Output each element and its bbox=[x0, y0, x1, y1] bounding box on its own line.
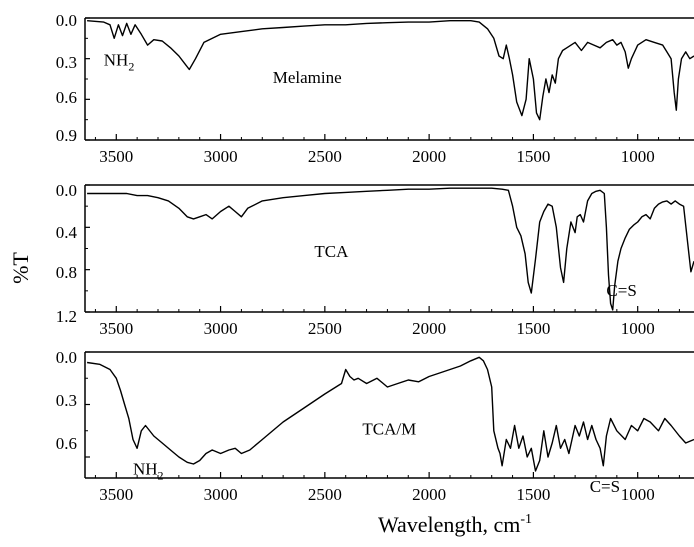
x-tick-label: 1000 bbox=[621, 485, 655, 504]
y-tick-label: 0.0 bbox=[56, 11, 77, 30]
panel-annotation: C=S bbox=[606, 281, 636, 300]
x-tick-label: 1500 bbox=[516, 147, 550, 166]
y-tick-label: 0.0 bbox=[56, 348, 77, 367]
y-tick-label: 0.6 bbox=[56, 434, 77, 453]
panel-annotation: NH2 bbox=[133, 460, 164, 483]
panel-annotation: Melamine bbox=[273, 68, 342, 87]
y-tick-label: 0.9 bbox=[56, 126, 77, 145]
x-axis-title-main: Wavelength, cm bbox=[378, 512, 520, 537]
x-tick-label: 3500 bbox=[99, 147, 133, 166]
spectrum-line-melamine bbox=[87, 20, 694, 121]
x-tick-label: 3000 bbox=[204, 485, 238, 504]
y-tick-label: 0.3 bbox=[56, 53, 77, 72]
x-tick-label: 2000 bbox=[412, 319, 446, 338]
panel-annotation: TCA bbox=[314, 242, 349, 261]
x-tick-label: 3500 bbox=[99, 319, 133, 338]
x-tick-label: 3500 bbox=[99, 485, 133, 504]
y-tick-label: 0.6 bbox=[56, 88, 77, 107]
y-axis-title: %T bbox=[8, 252, 33, 284]
x-tick-label: 1000 bbox=[621, 319, 655, 338]
spectra-panels: 0.0 0.3 0.6 0.9 3500 3000 2500 2000 1500 1000 Mela… bbox=[56, 11, 694, 504]
panel-tca-m: 0.0 0.3 0.6 3500 3000 2500 2000 1500 1000 TCA/M NH… bbox=[56, 348, 694, 504]
spectrum-line-tca-m bbox=[87, 356, 694, 472]
x-tick-label: 2500 bbox=[308, 485, 342, 504]
panel-annotation: TCA/M bbox=[362, 419, 416, 438]
panel-annotation: C=S bbox=[590, 477, 620, 496]
x-tick-label: 2500 bbox=[308, 147, 342, 166]
spectrum-line-tca bbox=[87, 187, 694, 311]
panel-melamine: 0.0 0.3 0.6 0.9 3500 3000 2500 2000 1500 1000 Mela… bbox=[56, 11, 694, 166]
y-tick-label: 0.4 bbox=[56, 223, 78, 242]
x-tick-label: 2000 bbox=[412, 147, 446, 166]
y-tick-label: 1.2 bbox=[56, 307, 77, 326]
panel-tca: 0.0 0.4 0.8 1.2 3500 3000 2500 2000 1500 1000 TCA C… bbox=[56, 181, 694, 338]
x-tick-label: 2500 bbox=[308, 319, 342, 338]
x-tick-label: 1000 bbox=[621, 147, 655, 166]
x-tick-label: 1500 bbox=[516, 319, 550, 338]
y-tick-label: 0.3 bbox=[56, 391, 77, 410]
x-tick-label: 1500 bbox=[516, 485, 550, 504]
x-axis-title: Wavelength, cm-1 bbox=[378, 512, 532, 537]
x-axis-title-sup: -1 bbox=[520, 512, 532, 527]
x-tick-label: 3000 bbox=[204, 147, 238, 166]
x-tick-label: 3000 bbox=[204, 319, 238, 338]
x-tick-label: 2000 bbox=[412, 485, 446, 504]
y-tick-label: 0.8 bbox=[56, 263, 77, 282]
panel-annotation: NH2 bbox=[104, 50, 135, 73]
y-tick-label: 0.0 bbox=[56, 181, 77, 200]
